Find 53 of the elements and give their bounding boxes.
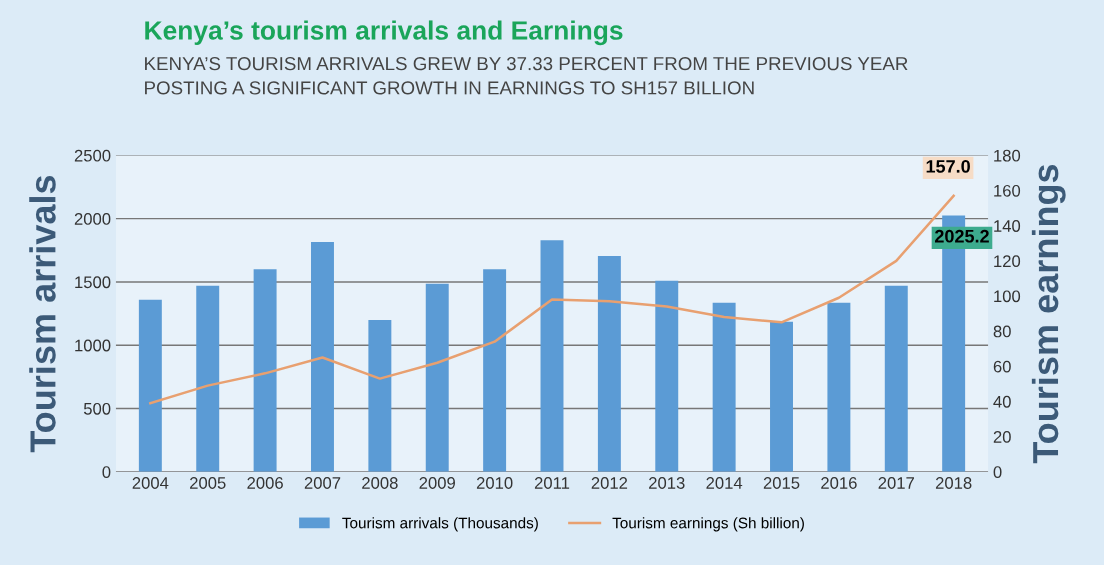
legend-label: Tourism arrivals (Thousands) <box>342 517 538 532</box>
bar <box>425 283 449 472</box>
data-label: 157.0 <box>926 160 970 173</box>
x-tick-label: 2008 <box>362 477 398 489</box>
x-tick-label: 2017 <box>878 477 914 489</box>
x-tick-label: 2011 <box>534 477 570 489</box>
bar <box>540 240 564 472</box>
bar <box>770 321 793 472</box>
chart-subtitle: KENYA’S TOURISM ARRIVALS GREW BY 37.33 PERCENT FROM THE PREVIOUS YEAR POSTING A SIGNIFICANT GROWTH IN EARNINGS TO SH157 BILLION <box>145 57 908 95</box>
y2-tick-label: 40 <box>993 395 1011 408</box>
x-tick-label: 2015 <box>763 477 800 489</box>
x-tick-label: 2016 <box>821 477 857 489</box>
legend-label: Tourism earnings (Sh billion) <box>612 517 804 532</box>
y-tick-label: 1500 <box>75 276 111 289</box>
x-tick-label: 2007 <box>304 477 341 489</box>
x-tick-label: 2018 <box>935 477 972 489</box>
bar <box>655 280 679 472</box>
bar <box>483 269 507 472</box>
y2-axis-title: Tourism earnings <box>1031 164 1066 464</box>
bar <box>712 302 736 472</box>
bar <box>196 285 220 472</box>
x-tick-label: 2004 <box>132 477 169 489</box>
y-tick-label: 2500 <box>74 149 111 162</box>
bar <box>597 255 621 472</box>
chart-title: Kenya’s tourism arrivals and Earnings <box>145 20 623 46</box>
bar <box>311 242 334 472</box>
y2-tick-label: 100 <box>994 290 1021 303</box>
y2-tick-label: 80 <box>993 325 1011 338</box>
x-tick-label: 2005 <box>190 477 226 489</box>
bar <box>368 319 392 472</box>
y2-tick-label: 0 <box>993 466 1002 478</box>
y-axis-title: Tourism arrivals <box>29 175 56 453</box>
data-label: 2025.2 <box>935 229 989 243</box>
y2-tick-label: 20 <box>993 431 1011 443</box>
bar <box>827 302 851 472</box>
bar <box>884 285 908 472</box>
bar <box>253 269 277 472</box>
y2-tick-label: 180 <box>994 149 1021 162</box>
y-tick-label: 1000 <box>75 339 111 352</box>
x-tick-label: 2010 <box>476 477 513 489</box>
y-tick-label: 2000 <box>74 213 111 225</box>
x-tick-label: 2014 <box>706 477 743 489</box>
y2-tick-label: 60 <box>993 360 1011 373</box>
bar <box>138 299 162 472</box>
x-tick-label: 2006 <box>247 477 283 489</box>
y-tick-label: 500 <box>83 402 111 415</box>
y2-tick-label: 140 <box>994 220 1021 232</box>
x-tick-label: 2012 <box>591 477 628 489</box>
y2-tick-label: 120 <box>994 255 1021 268</box>
y2-tick-label: 160 <box>994 184 1021 197</box>
x-tick-label: 2009 <box>419 477 455 489</box>
x-tick-label: 2013 <box>649 477 685 489</box>
y-tick-label: 0 <box>102 466 111 478</box>
